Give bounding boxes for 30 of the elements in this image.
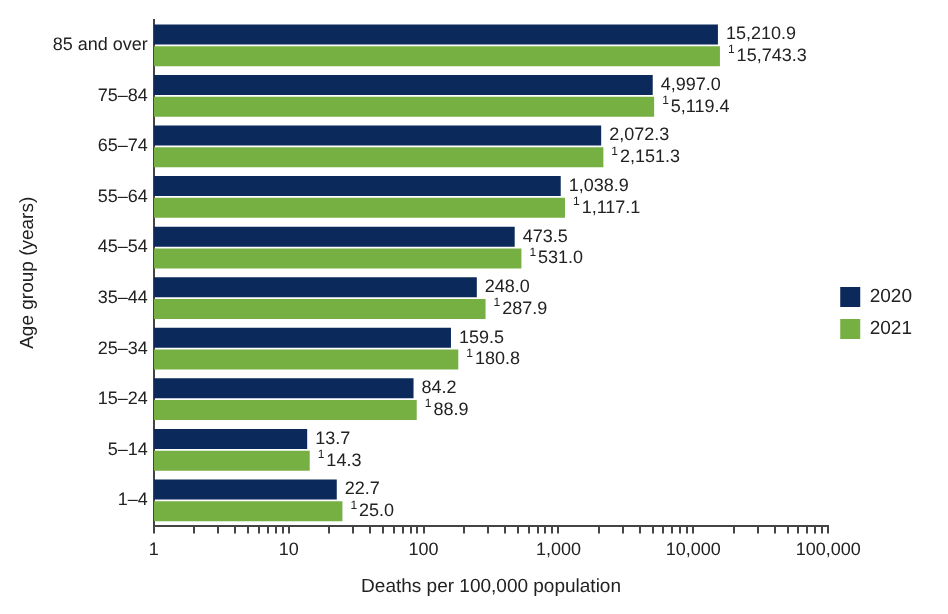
data-label: 1,038.9 — [568, 175, 629, 196]
y-tick-label: 1–4 — [117, 489, 148, 510]
data-label: 473.5 — [522, 225, 568, 246]
data-label: 13.7 — [315, 427, 351, 448]
y-tick-label: 45–54 — [97, 236, 148, 257]
x-tick-label: 1,000 — [535, 539, 582, 560]
data-label: 22.7 — [344, 478, 380, 499]
x-tick-label: 100,000 — [795, 539, 861, 560]
x-tick-label: 1 — [148, 539, 159, 560]
y-tick-label: 85 and over — [52, 34, 148, 55]
y-tick-label: 35–44 — [97, 287, 148, 308]
x-tick-label: 100 — [408, 539, 439, 560]
legend-label: 2020 — [869, 286, 913, 309]
y-axis-title: Age group (years) — [16, 196, 39, 349]
y-tick-label: 55–64 — [97, 185, 148, 206]
y-tick-label: 75–84 — [97, 84, 148, 105]
y-tick-label: 15–24 — [97, 388, 148, 409]
legend-label: 2021 — [869, 318, 913, 341]
data-label: 84.2 — [421, 377, 457, 398]
data-label: 2,072.3 — [609, 124, 670, 145]
y-tick-label: 65–74 — [97, 135, 148, 156]
data-label: 248.0 — [484, 276, 530, 297]
data-label: 15,210.9 — [725, 23, 797, 44]
y-tick-label: 25–34 — [97, 337, 148, 358]
data-label: 4,997.0 — [660, 73, 721, 94]
x-axis-title: Deaths per 100,000 population — [361, 575, 621, 598]
x-tick-label: 10,000 — [665, 539, 721, 560]
data-label: 159.5 — [458, 326, 505, 347]
x-tick-label: 10 — [278, 539, 299, 560]
y-tick-label: 5–14 — [107, 438, 148, 459]
